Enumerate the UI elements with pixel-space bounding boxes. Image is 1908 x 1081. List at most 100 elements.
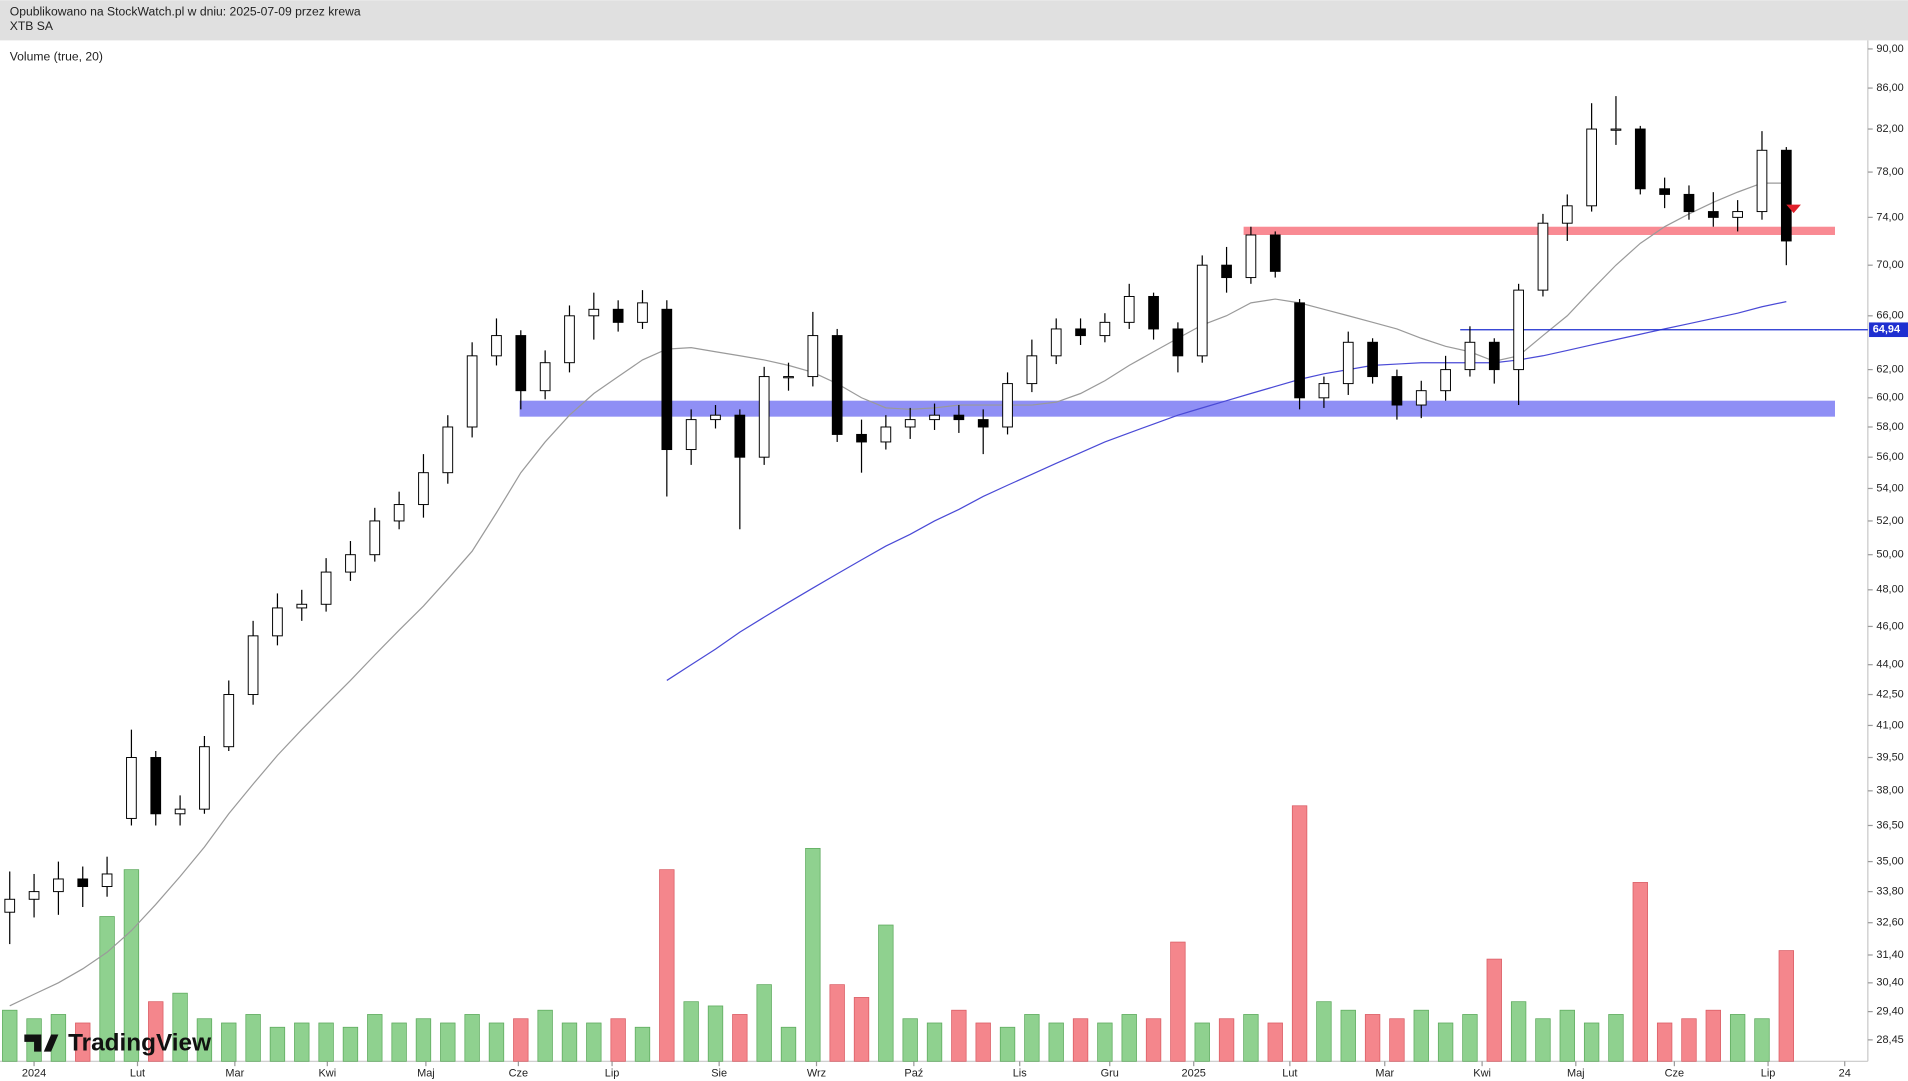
indicator-label: Volume (true, 20) [10,50,103,64]
y-tick-label: 42,50 [1876,688,1903,700]
candle-body [856,433,867,443]
candle-body [1586,128,1597,207]
volume-bar [1267,1022,1283,1062]
header-bar [0,0,1908,41]
x-tick-label: Mar [1375,1067,1394,1079]
volume-bar [123,869,140,1062]
volume-bar [440,1022,456,1062]
x-tick-label: Lip [1761,1067,1776,1079]
candle-body [345,554,356,573]
volume-bar [1364,1014,1381,1062]
candle-body [1148,295,1159,330]
volume-bar [659,869,675,1062]
candle-body [1075,328,1086,337]
y-tick-label: 44,00 [1876,659,1903,671]
candle-body [1245,234,1257,279]
candle-body [77,878,89,888]
candle-body [807,335,819,378]
x-tick-label: Sie [711,1067,727,1079]
candle-body [272,607,283,637]
volume-bar [1559,1009,1575,1062]
candle-body [612,308,624,323]
volume-bar [464,1014,480,1062]
y-tick-label: 62,00 [1876,363,1903,375]
y-tick-label: 74,00 [1876,211,1903,223]
volume-bar [1194,1022,1210,1062]
volume-bar [1681,1018,1697,1062]
y-tick-label: 35,00 [1876,855,1903,867]
candle-body [880,426,892,443]
volume-bar [148,1001,164,1062]
volume-bar [294,1022,310,1062]
volume-bar [1632,882,1648,1062]
y-tick-label: 36,50 [1876,819,1903,831]
volume-bar [269,1026,286,1062]
candle-body [1221,264,1232,279]
volume-bar [1754,1018,1770,1062]
candle-body [28,891,40,900]
candle-body [661,308,673,451]
volume-bar [1389,1018,1405,1062]
price-label-box [1869,322,1908,338]
candle-body [1561,205,1573,224]
candle-body [685,419,697,451]
header-line: XTB SA [10,19,54,33]
volume-bar [391,1022,407,1062]
volume-bar [1656,1022,1673,1062]
y-tick-label: 66,00 [1876,310,1903,322]
y-tick-label: 82,00 [1876,123,1903,135]
candle-body [369,520,381,556]
volume-bar [196,1018,213,1062]
x-tick-label: Paź [904,1067,923,1079]
x-tick-label: Maj [417,1067,435,1079]
candle-body [1318,383,1330,399]
volume-bar [756,984,772,1062]
volume-bar [1072,1018,1089,1062]
candle-body [564,315,575,364]
y-tick-label: 30,40 [1876,977,1903,989]
x-tick-label: Kwi [319,1067,337,1079]
volume-bar [1316,1001,1332,1062]
y-tick-label: 46,00 [1876,620,1903,632]
y-tick-label: 78,00 [1876,166,1903,178]
logo-text: TradingView [68,1030,211,1057]
candle-body [393,504,405,522]
candle-body [977,419,989,428]
x-tick-label: 24 [1839,1067,1851,1079]
candle-body [1002,383,1013,428]
x-tick-label: Wrz [807,1067,826,1079]
candle-body [539,362,551,392]
x-tick-label: Maj [1567,1067,1585,1079]
volume-bar [805,847,821,1062]
x-tick-label: Cze [509,1067,528,1079]
volume-bar [172,992,188,1062]
volume-bar [537,1009,553,1062]
volume-bar [1437,1022,1454,1062]
y-tick-label: 28,45 [1876,1034,1903,1046]
candle-body [1294,302,1305,399]
header-line: Opublikowano na StockWatch.pl w dniu: 20… [10,5,361,19]
candle-body [1269,234,1281,272]
volume-bar [634,1026,651,1062]
candle-body [953,414,965,421]
volume-bar [1145,1018,1162,1062]
candle-body [734,414,746,458]
candle-body [1707,211,1719,218]
y-tick-label: 41,00 [1876,719,1903,731]
volume-bar [99,916,115,1062]
x-tick-label: Mar [225,1067,244,1079]
y-tick-label: 29,40 [1876,1005,1903,1017]
y-tick-label: 32,60 [1876,917,1903,929]
candle-body [1537,222,1549,291]
volume-bar [1121,1014,1137,1062]
candle-body [174,808,186,815]
zone [519,400,1835,417]
volume-bar [1535,1018,1551,1062]
volume-bar [732,1014,748,1062]
volume-bar [488,1022,505,1062]
candle-body [296,603,308,609]
volume-bar [561,1022,578,1062]
volume-bar [829,984,845,1062]
x-tick-label: Gru [1101,1067,1119,1079]
